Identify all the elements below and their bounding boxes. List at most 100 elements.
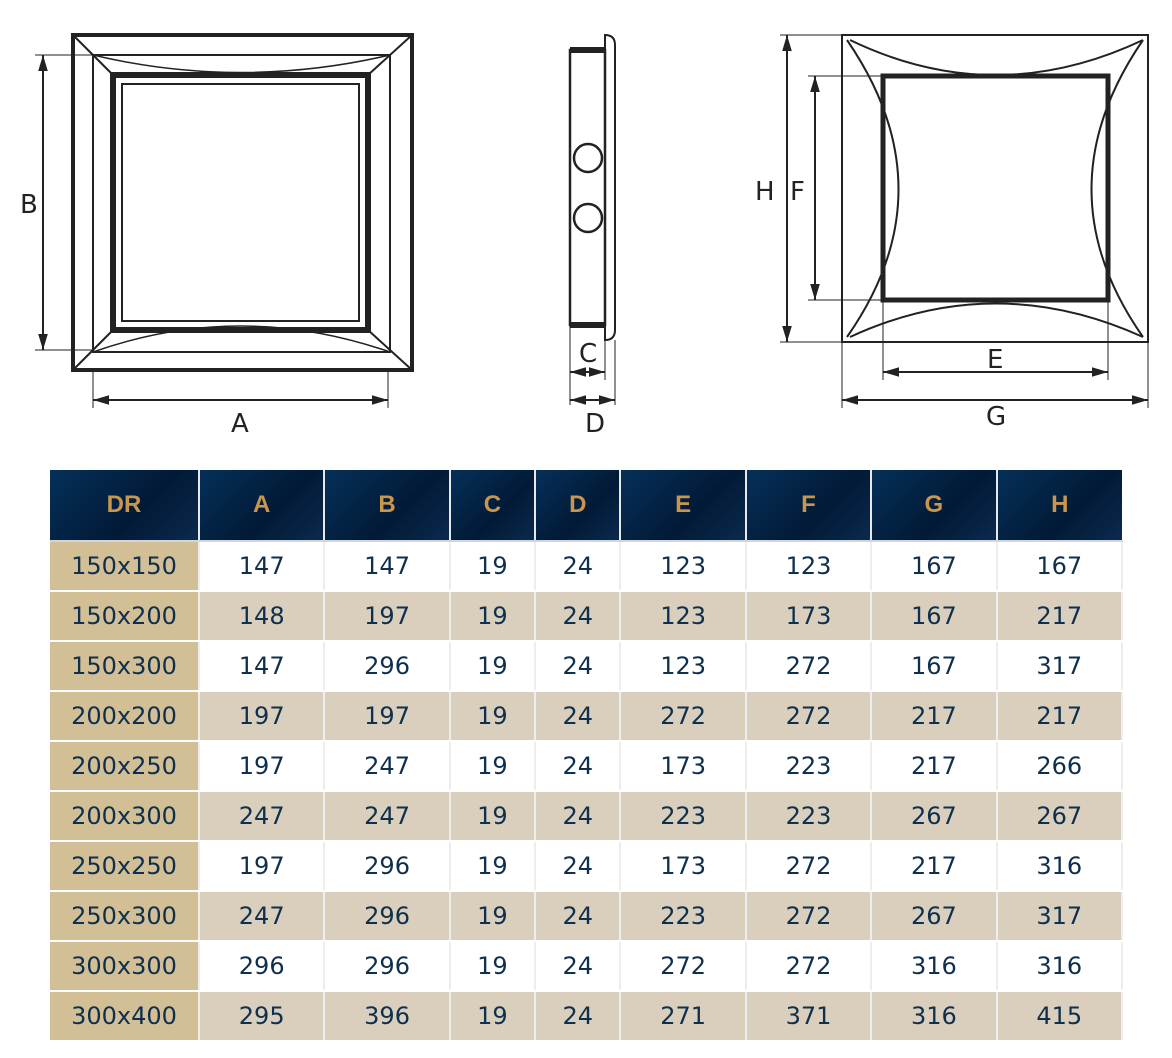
value-cell: 316 xyxy=(996,841,1124,892)
value-cell: 317 xyxy=(996,641,1124,692)
column-header-e: E xyxy=(620,470,747,542)
value-cell: 272 xyxy=(620,941,747,992)
value-cell: 197 xyxy=(199,691,326,742)
value-cell: 371 xyxy=(745,991,873,1042)
value-cell: 173 xyxy=(620,841,747,892)
label-a: A xyxy=(231,409,249,439)
value-cell: 271 xyxy=(620,991,747,1042)
dimensions-table: DR A B C D E F G H 150x150 147 147 19 24 123 123 167 167… xyxy=(50,470,1124,1042)
table-row: 150x200 148 197 19 24 123 173 167 217 xyxy=(50,591,1124,642)
label-e: E xyxy=(987,345,1003,375)
size-cell: 150x300 xyxy=(50,641,200,692)
value-cell: 147 xyxy=(324,541,451,592)
table-row: 150x300 147 296 19 24 123 272 167 317 xyxy=(50,641,1124,692)
value-cell: 247 xyxy=(324,741,451,792)
value-cell: 272 xyxy=(620,691,747,742)
size-cell: 250x300 xyxy=(50,891,200,942)
value-cell: 167 xyxy=(871,541,998,592)
value-cell: 267 xyxy=(871,891,998,942)
value-cell: 147 xyxy=(199,541,326,592)
value-cell: 296 xyxy=(324,941,451,992)
label-d: D xyxy=(585,409,605,439)
value-cell: 173 xyxy=(620,741,747,792)
value-cell: 167 xyxy=(871,641,998,692)
value-cell: 223 xyxy=(620,891,747,942)
value-cell: 123 xyxy=(745,541,873,592)
label-g: G xyxy=(986,402,1006,432)
column-header-dr: DR xyxy=(50,470,200,542)
value-cell: 247 xyxy=(199,791,326,842)
value-cell: 272 xyxy=(745,691,873,742)
value-cell: 296 xyxy=(324,841,451,892)
label-c: C xyxy=(579,339,597,369)
table-row: 150x150 147 147 19 24 123 123 167 167 xyxy=(50,541,1124,592)
table-row: 250x250 197 296 19 24 173 272 217 316 xyxy=(50,841,1124,892)
table-row: 300x300 296 296 19 24 272 272 316 316 xyxy=(50,941,1124,992)
column-header-a: A xyxy=(199,470,326,542)
value-cell: 316 xyxy=(871,991,998,1042)
table-row: 200x300 247 247 19 24 223 223 267 267 xyxy=(50,791,1124,842)
value-cell: 247 xyxy=(324,791,451,842)
value-cell: 296 xyxy=(199,941,326,992)
value-cell: 217 xyxy=(871,841,998,892)
value-cell: 247 xyxy=(199,891,326,942)
value-cell: 19 xyxy=(449,941,537,992)
value-cell: 19 xyxy=(449,841,537,892)
column-header-h: H xyxy=(996,470,1122,542)
value-cell: 147 xyxy=(199,641,326,692)
value-cell: 24 xyxy=(535,541,622,592)
size-cell: 200x300 xyxy=(50,791,200,842)
value-cell: 316 xyxy=(996,941,1124,992)
column-header-d: D xyxy=(535,470,622,542)
value-cell: 173 xyxy=(745,591,873,642)
value-cell: 217 xyxy=(996,691,1124,742)
value-cell: 24 xyxy=(535,591,622,642)
table-row: 200x200 197 197 19 24 272 272 217 217 xyxy=(50,691,1124,742)
value-cell: 167 xyxy=(871,591,998,642)
value-cell: 123 xyxy=(620,641,747,692)
table-row: 250x300 247 296 19 24 223 272 267 317 xyxy=(50,891,1124,942)
back-view: H F E G xyxy=(755,34,1149,432)
value-cell: 123 xyxy=(620,541,747,592)
value-cell: 217 xyxy=(871,741,998,792)
value-cell: 24 xyxy=(535,641,622,692)
value-cell: 223 xyxy=(620,791,747,842)
size-cell: 250x250 xyxy=(50,841,200,892)
value-cell: 19 xyxy=(449,691,537,742)
value-cell: 24 xyxy=(535,941,622,992)
value-cell: 197 xyxy=(199,841,326,892)
technical-drawings: B A C D H F E G xyxy=(20,33,1149,439)
value-cell: 296 xyxy=(324,641,451,692)
value-cell: 19 xyxy=(449,541,537,592)
column-header-f: F xyxy=(745,470,873,542)
value-cell: 123 xyxy=(620,591,747,642)
size-cell: 300x300 xyxy=(50,941,200,992)
value-cell: 19 xyxy=(449,591,537,642)
value-cell: 197 xyxy=(324,691,451,742)
value-cell: 148 xyxy=(199,591,326,642)
value-cell: 167 xyxy=(996,541,1124,592)
value-cell: 272 xyxy=(745,891,873,942)
size-cell: 300x400 xyxy=(50,991,200,1042)
value-cell: 19 xyxy=(449,891,537,942)
value-cell: 24 xyxy=(535,841,622,892)
size-cell: 200x200 xyxy=(50,691,200,742)
table-row: 300x400 295 396 19 24 271 371 316 415 xyxy=(50,991,1124,1042)
value-cell: 272 xyxy=(745,941,873,992)
value-cell: 197 xyxy=(199,741,326,792)
value-cell: 316 xyxy=(871,941,998,992)
value-cell: 24 xyxy=(535,691,622,742)
value-cell: 267 xyxy=(871,791,998,842)
column-header-b: B xyxy=(324,470,451,542)
value-cell: 272 xyxy=(745,841,873,892)
value-cell: 267 xyxy=(996,791,1124,842)
size-cell: 150x150 xyxy=(50,541,200,592)
value-cell: 396 xyxy=(324,991,451,1042)
label-b: B xyxy=(20,190,38,220)
value-cell: 19 xyxy=(449,741,537,792)
column-header-c: C xyxy=(449,470,537,542)
value-cell: 24 xyxy=(535,891,622,942)
table-header: DR A B C D E F G H xyxy=(50,470,1122,542)
value-cell: 415 xyxy=(996,991,1124,1042)
value-cell: 223 xyxy=(745,741,873,792)
